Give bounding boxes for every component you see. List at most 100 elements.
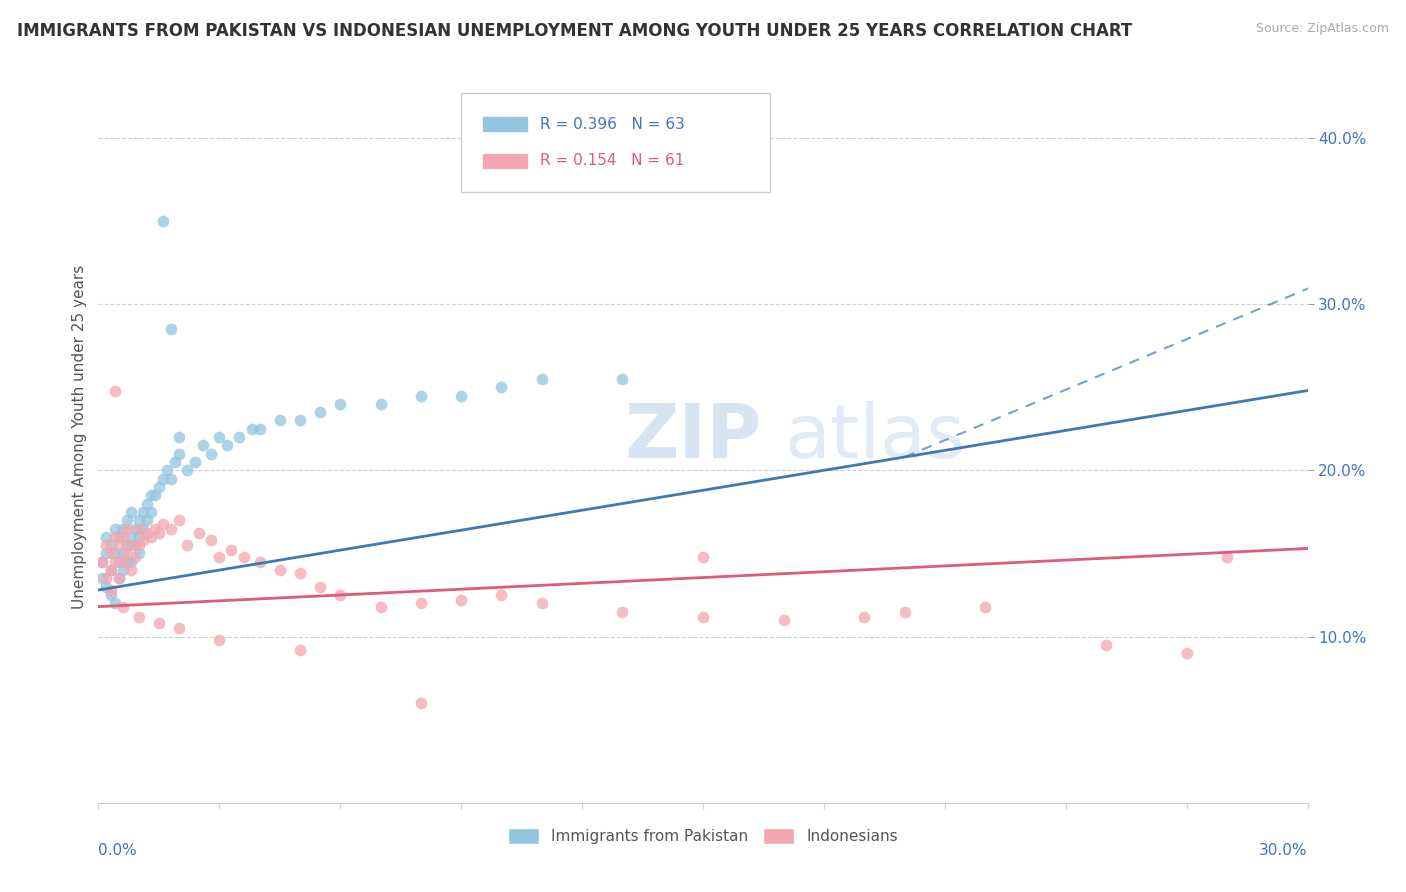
Point	[152, 214, 174, 228]
Point	[188, 526, 211, 541]
Point	[370, 397, 392, 411]
Point	[692, 609, 714, 624]
Point	[115, 521, 138, 535]
Point	[974, 599, 997, 614]
Bar	[482, 116, 527, 132]
Point	[128, 609, 150, 624]
Point	[612, 605, 634, 619]
Point	[152, 516, 174, 531]
Point	[91, 555, 114, 569]
Point	[120, 530, 142, 544]
Text: atlas: atlas	[785, 401, 965, 474]
Point	[772, 613, 794, 627]
Point	[120, 555, 142, 569]
Legend: Immigrants from Pakistan, Indonesians: Immigrants from Pakistan, Indonesians	[502, 822, 904, 850]
Bar	[482, 153, 527, 169]
Point	[100, 582, 122, 597]
Point	[107, 530, 129, 544]
Point	[184, 455, 207, 469]
Y-axis label: Unemployment Among Youth under 25 years: Unemployment Among Youth under 25 years	[72, 265, 87, 609]
Point	[115, 546, 138, 560]
Point	[329, 588, 352, 602]
Point	[143, 521, 166, 535]
Point	[167, 447, 190, 461]
Point	[111, 563, 134, 577]
Point	[530, 596, 553, 610]
Point	[409, 696, 432, 710]
Point	[96, 571, 118, 585]
Point	[491, 380, 513, 394]
Point	[135, 497, 157, 511]
Point	[96, 538, 118, 552]
Point	[100, 538, 122, 552]
Point	[288, 413, 311, 427]
Text: 0.0%: 0.0%	[98, 843, 138, 858]
Point	[115, 538, 138, 552]
Point	[111, 546, 134, 560]
Point	[139, 488, 162, 502]
Point	[132, 521, 155, 535]
Point	[176, 463, 198, 477]
Point	[200, 533, 222, 548]
Point	[103, 384, 125, 398]
Point	[167, 430, 190, 444]
Point	[111, 530, 134, 544]
Point	[143, 488, 166, 502]
Point	[128, 530, 150, 544]
Point	[100, 563, 122, 577]
Point	[249, 422, 271, 436]
Point	[228, 430, 250, 444]
Text: IMMIGRANTS FROM PAKISTAN VS INDONESIAN UNEMPLOYMENT AMONG YOUTH UNDER 25 YEARS C: IMMIGRANTS FROM PAKISTAN VS INDONESIAN U…	[17, 22, 1132, 40]
Point	[103, 530, 125, 544]
Point	[249, 555, 271, 569]
Point	[128, 546, 150, 560]
Point	[148, 526, 170, 541]
Point	[450, 388, 472, 402]
Point	[107, 538, 129, 552]
Point	[692, 549, 714, 564]
Point	[156, 463, 179, 477]
Text: Source: ZipAtlas.com: Source: ZipAtlas.com	[1256, 22, 1389, 36]
Point	[450, 593, 472, 607]
Point	[309, 405, 332, 419]
Point	[193, 438, 215, 452]
Point	[124, 549, 146, 564]
Point	[217, 438, 239, 452]
Point	[200, 447, 222, 461]
Point	[370, 599, 392, 614]
Point	[139, 530, 162, 544]
Point	[120, 563, 142, 577]
Point	[208, 549, 231, 564]
Point	[135, 526, 157, 541]
Point	[115, 513, 138, 527]
Point	[893, 605, 915, 619]
Point	[103, 555, 125, 569]
Point	[111, 599, 134, 614]
Point	[111, 521, 134, 535]
Point	[115, 555, 138, 569]
Point	[96, 546, 118, 560]
Point	[530, 372, 553, 386]
Point	[111, 555, 134, 569]
Point	[148, 616, 170, 631]
Point	[132, 533, 155, 548]
Point	[288, 643, 311, 657]
Point	[91, 555, 114, 569]
Point	[176, 538, 198, 552]
Point	[100, 546, 122, 560]
Point	[152, 472, 174, 486]
Point	[208, 430, 231, 444]
Point	[853, 609, 876, 624]
Point	[329, 397, 352, 411]
Point	[309, 580, 332, 594]
Point	[163, 455, 186, 469]
Point	[148, 480, 170, 494]
Point	[100, 563, 122, 577]
Point	[124, 538, 146, 552]
Point	[221, 543, 243, 558]
Point	[240, 422, 263, 436]
Point	[139, 505, 162, 519]
Point	[107, 555, 129, 569]
Point	[160, 472, 183, 486]
Point	[208, 632, 231, 647]
